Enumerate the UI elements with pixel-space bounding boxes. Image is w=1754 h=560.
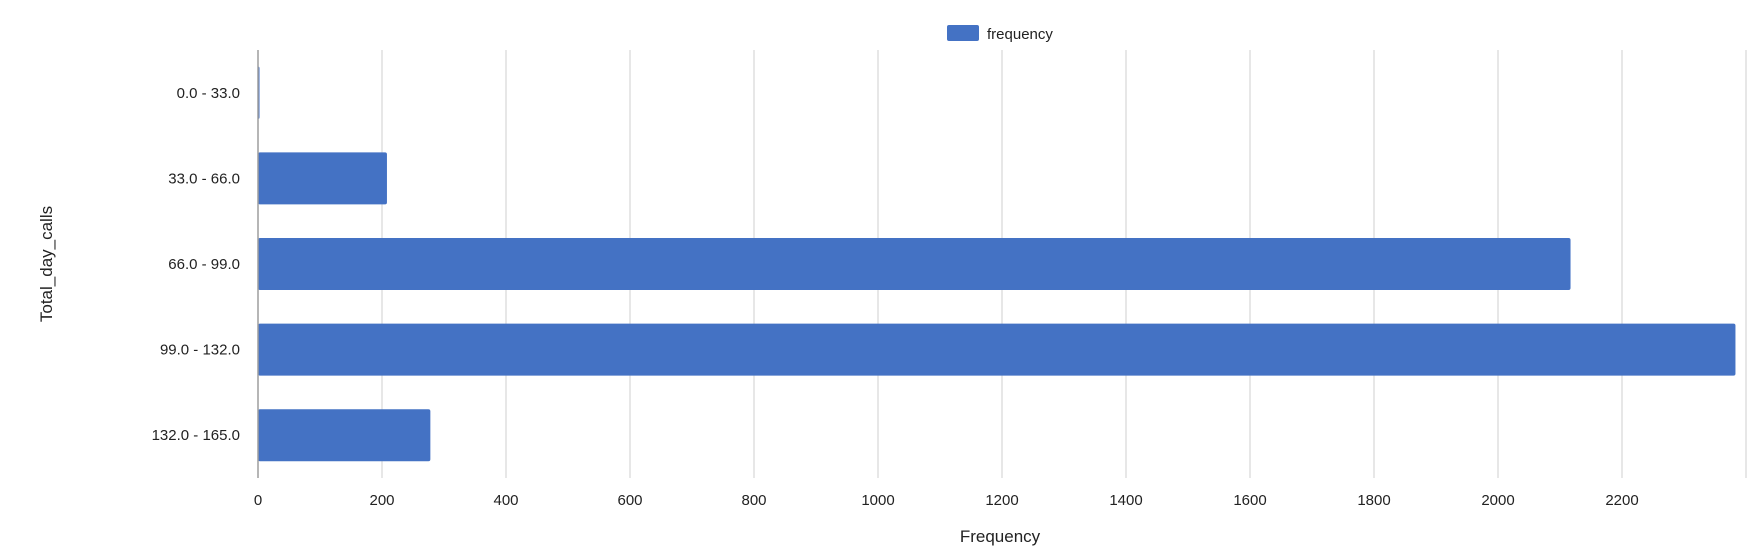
x-tick-label: 2000 — [1481, 492, 1514, 509]
legend-label: frequency — [987, 26, 1053, 43]
legend-swatch — [947, 25, 979, 41]
x-tick-label: 800 — [741, 492, 766, 509]
x-tick-label: 1200 — [985, 492, 1018, 509]
bar[interactable] — [258, 152, 387, 205]
y-axis-tick-labels: 0.0 - 33.0 33.0 - 66.0 66.0 - 99.0 99.0 - 1… — [152, 85, 240, 444]
x-tick-label: 1000 — [861, 492, 894, 509]
y-tick-label: 99.0 - 132.0 — [160, 342, 240, 359]
y-tick-label: 0.0 - 33.0 — [177, 85, 240, 102]
bar[interactable] — [258, 238, 1571, 290]
x-tick-label: 400 — [493, 492, 518, 509]
y-tick-label: 132.0 - 165.0 — [152, 427, 240, 444]
x-tick-label: 2200 — [1605, 492, 1638, 509]
x-tick-label: 200 — [369, 492, 394, 509]
bars — [258, 66, 1736, 462]
y-tick-label: 33.0 - 66.0 — [168, 170, 240, 187]
x-tick-label: 0 — [254, 492, 262, 509]
bar[interactable] — [258, 323, 1736, 376]
x-tick-label: 1400 — [1109, 492, 1142, 509]
x-tick-label: 1600 — [1233, 492, 1266, 509]
x-axis-tick-labels: 0 200 400 600 800 1000 1200 1400 1600 1800 2000 220… — [254, 492, 1639, 509]
y-axis-title: Total_day_calls — [37, 206, 56, 322]
y-tick-label: 66.0 - 99.0 — [168, 256, 240, 273]
legend: frequency — [947, 25, 1053, 43]
x-tick-label: 1800 — [1357, 492, 1390, 509]
bar[interactable] — [258, 409, 431, 462]
x-tick-label: 600 — [617, 492, 642, 509]
x-axis-title: Frequency — [960, 527, 1041, 546]
